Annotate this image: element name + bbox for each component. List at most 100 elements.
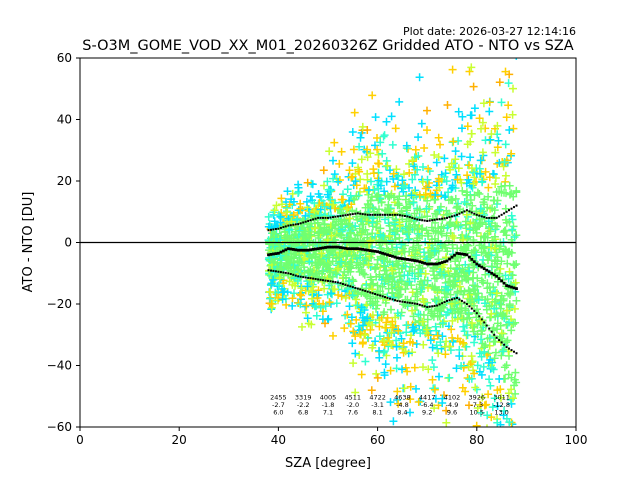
upper-sigma-point	[292, 223, 295, 226]
scatter-point	[486, 424, 488, 427]
scatter-point	[364, 217, 373, 226]
y-tick-label: −60	[47, 420, 72, 434]
scatter-point	[371, 265, 379, 274]
scatter-point	[391, 235, 400, 244]
scatter-point	[469, 327, 478, 336]
scatter-point	[330, 170, 339, 179]
count-annotation-text: 8.1	[372, 409, 382, 417]
lower-sigma-point	[441, 302, 444, 305]
scatter-point	[375, 353, 384, 362]
mean-curve-point	[512, 286, 516, 290]
scatter-point	[449, 337, 457, 346]
scatter-point	[459, 322, 468, 331]
scatter-point	[367, 386, 376, 395]
scatter-point	[440, 172, 449, 181]
mean-curve-point	[428, 262, 432, 266]
scatter-point	[490, 394, 499, 403]
upper-sigma-point	[319, 216, 322, 219]
scatter-point	[323, 190, 332, 199]
lower-sigma-point	[513, 350, 515, 353]
scatter-point	[501, 171, 510, 180]
scatter-point	[334, 291, 343, 299]
scatter-point	[414, 269, 423, 278]
scatter-point	[348, 339, 357, 348]
scatter-point	[502, 113, 511, 122]
scatter-point	[507, 462, 515, 470]
lower-sigma-point	[460, 299, 463, 302]
scatter-point	[388, 323, 397, 332]
scatter-point	[480, 299, 489, 308]
upper-sigma-point	[327, 216, 329, 219]
lower-sigma-point	[299, 275, 302, 278]
scatter-point	[482, 400, 491, 409]
scatter-point	[505, 126, 514, 134]
lower-sigma-point	[470, 307, 473, 310]
scatter-point	[496, 420, 505, 427]
scatter-point	[489, 324, 498, 332]
scatter-point	[463, 331, 472, 339]
scatter-point	[313, 294, 322, 302]
scatter-point	[463, 374, 472, 382]
lower-sigma-point	[302, 276, 305, 279]
mean-curve-point	[311, 248, 315, 251]
scatter-point	[350, 195, 359, 204]
lower-sigma-point	[423, 305, 426, 308]
scatter-point	[480, 401, 489, 410]
upper-sigma-point	[314, 217, 317, 220]
scatter-point	[511, 368, 520, 377]
scatter-point	[386, 166, 394, 175]
mean-curve-point	[267, 253, 270, 257]
scatter-point	[421, 269, 430, 278]
lower-sigma-point	[284, 271, 287, 274]
mean-curve-point	[482, 267, 486, 270]
scatter-point	[429, 264, 438, 273]
scatter-point	[473, 361, 482, 370]
scatter-point	[361, 225, 370, 234]
lower-sigma-point	[451, 298, 453, 301]
scatter-point	[328, 272, 337, 281]
scatter-point	[308, 180, 317, 189]
scatter-point	[400, 384, 409, 393]
scatter-point	[378, 149, 387, 158]
scatter-point	[389, 169, 398, 178]
scatter-point	[348, 291, 357, 300]
scatter-point	[512, 188, 521, 197]
upper-sigma-point	[396, 213, 399, 216]
scatter-point	[488, 463, 496, 471]
scatter-point	[448, 333, 457, 342]
scatter-point	[411, 292, 420, 301]
scatter-point	[464, 362, 473, 371]
scatter-point	[389, 193, 398, 202]
scatter-point	[510, 381, 519, 390]
mean-curve-point	[319, 246, 322, 250]
scatter-point	[361, 357, 370, 366]
scatter-point	[473, 305, 481, 314]
scatter-point	[460, 271, 469, 280]
scatter-point	[491, 180, 500, 188]
lower-sigma-point	[401, 300, 404, 303]
scatter-point	[458, 124, 466, 133]
mean-curve-point	[502, 281, 506, 285]
mean-curve-point	[458, 252, 461, 255]
scatter-point	[354, 163, 362, 172]
scatter-point	[503, 336, 512, 345]
lower-sigma-point	[458, 298, 461, 301]
scatter-point	[477, 276, 486, 285]
scatter-point	[368, 343, 377, 352]
scatter-point	[324, 314, 333, 323]
scatter-point	[510, 233, 519, 241]
scatter-point	[412, 384, 420, 393]
lower-sigma-point	[324, 279, 327, 282]
scatter-point	[357, 289, 366, 297]
scatter-point	[481, 270, 490, 279]
scatter-point	[395, 233, 404, 242]
scatter-point	[483, 203, 492, 212]
scatter-point	[493, 259, 502, 268]
mean-curve-point	[487, 270, 491, 274]
mean-curve-point	[279, 250, 283, 254]
lower-sigma-point	[453, 297, 456, 300]
mean-curve-point	[415, 259, 419, 263]
scatter-point	[299, 236, 308, 245]
scatter-point	[371, 141, 379, 150]
scatter-point	[290, 289, 298, 298]
